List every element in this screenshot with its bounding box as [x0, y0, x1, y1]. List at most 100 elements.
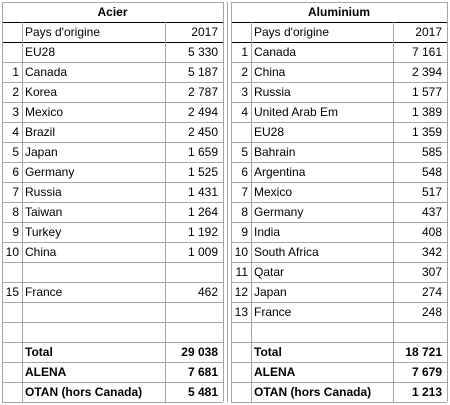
- value-cell: [168, 262, 218, 282]
- rank-cell: 2: [12, 85, 19, 99]
- grid-line-horizontal: [2, 282, 223, 283]
- grid-line-vertical: [2, 2, 3, 402]
- country-cell: EU28: [25, 45, 56, 59]
- left-column-header-country: Pays d'origine: [25, 25, 100, 39]
- grid-line-horizontal: [231, 122, 447, 123]
- rank-cell: 7: [241, 185, 248, 199]
- country-cell: Russia: [254, 85, 291, 99]
- grid-line-horizontal: [2, 362, 223, 363]
- grid-line-horizontal: [231, 342, 447, 343]
- rank-cell: [231, 122, 248, 142]
- grid-line-horizontal: [231, 402, 447, 403]
- grid-line-horizontal: [2, 242, 223, 243]
- country-cell: China: [254, 65, 286, 79]
- grid-line-horizontal: [231, 222, 447, 223]
- grid-line-horizontal: [231, 42, 447, 43]
- grid-line-vertical: [231, 2, 232, 402]
- value-cell: 408: [421, 225, 442, 239]
- grid-line-horizontal: [2, 222, 223, 223]
- grid-line-horizontal: [2, 182, 223, 183]
- country-cell: Germany: [25, 165, 75, 179]
- country-cell: Mexico: [254, 185, 293, 199]
- grid-line-horizontal: [231, 162, 447, 163]
- grid-line-horizontal: [231, 262, 447, 263]
- summary-value: 7 679: [411, 365, 442, 379]
- summary-value: 18 721: [405, 345, 442, 359]
- grid-line-horizontal: [2, 162, 223, 163]
- grid-line-horizontal: [231, 82, 447, 83]
- rank-cell: 12: [234, 285, 248, 299]
- rank-cell: 4: [241, 105, 248, 119]
- country-cell: Germany: [254, 205, 304, 219]
- country-cell: [25, 262, 162, 282]
- summary-label: OTAN (hors Canada): [254, 385, 372, 399]
- country-cell: Japan: [254, 285, 287, 299]
- rank-cell: 6: [241, 165, 248, 179]
- value-cell: 462: [197, 285, 218, 299]
- value-cell: 5 330: [187, 45, 218, 59]
- left-table-title: Acier: [97, 5, 128, 19]
- value-cell: [168, 302, 218, 322]
- grid-line-horizontal: [2, 402, 223, 403]
- rank-cell: 13: [234, 305, 248, 319]
- rank-cell: 4: [12, 125, 19, 139]
- value-cell: 1 577: [411, 85, 442, 99]
- country-cell: Korea: [25, 85, 58, 99]
- value-cell: 1 192: [187, 225, 218, 239]
- value-cell: 437: [421, 205, 442, 219]
- summary-value: 5 481: [187, 385, 218, 399]
- grid-line-horizontal: [231, 302, 447, 303]
- country-cell: Russia: [25, 185, 62, 199]
- country-cell: Mexico: [25, 105, 64, 119]
- grid-line-horizontal: [2, 82, 223, 83]
- grid-line-horizontal: [231, 22, 447, 23]
- grid-line-vertical: [251, 22, 252, 402]
- country-cell: India: [254, 225, 281, 239]
- value-cell: 1 389: [411, 105, 442, 119]
- rank-cell: 10: [234, 245, 248, 259]
- grid-line-vertical: [447, 2, 448, 402]
- country-cell: China: [25, 245, 57, 259]
- value-cell: 274: [421, 285, 442, 299]
- rank-cell: [2, 262, 19, 282]
- value-cell: 2 494: [187, 105, 218, 119]
- value-cell: 307: [421, 265, 442, 279]
- rank-cell: 3: [12, 105, 19, 119]
- rank-cell: 15: [5, 285, 19, 299]
- rank-cell: 9: [12, 225, 19, 239]
- value-cell: 2 394: [411, 65, 442, 79]
- grid-line-horizontal: [231, 322, 447, 323]
- value-cell: 517: [421, 185, 442, 199]
- rank-cell: 8: [241, 205, 248, 219]
- grid-line-horizontal: [231, 182, 447, 183]
- summary-value: 29 038: [181, 345, 218, 359]
- rank-cell: [2, 42, 19, 62]
- country-cell: Canada: [254, 45, 297, 59]
- value-cell: 2 787: [187, 85, 218, 99]
- left-column-header-year: 2017: [191, 25, 218, 39]
- grid-line-vertical: [22, 22, 23, 402]
- rank-cell: 5: [241, 145, 248, 159]
- right-column-header-country: Pays d'origine: [254, 25, 329, 39]
- value-cell: 1 431: [187, 185, 218, 199]
- summary-label: Total: [254, 345, 282, 359]
- grid-line-vertical: [393, 22, 394, 402]
- value-cell: 1 264: [187, 205, 218, 219]
- grid-line-horizontal: [2, 302, 223, 303]
- rank-cell: 9: [241, 225, 248, 239]
- grid-line-horizontal: [231, 2, 447, 3]
- grid-line-horizontal: [2, 322, 223, 323]
- summary-label: Total: [25, 345, 53, 359]
- rank-cell: 11: [235, 265, 248, 279]
- rank-cell: [2, 302, 19, 322]
- rank-cell: 1: [12, 65, 19, 79]
- grid-line-horizontal: [2, 382, 223, 383]
- country-cell: Qatar: [254, 265, 285, 279]
- country-cell: South Africa: [254, 245, 319, 259]
- country-cell: EU28: [254, 125, 285, 139]
- country-cell: Japan: [25, 145, 58, 159]
- rank-cell: 7: [12, 185, 19, 199]
- grid-line-horizontal: [231, 242, 447, 243]
- country-cell: Canada: [25, 65, 68, 79]
- grid-line-horizontal: [231, 102, 447, 103]
